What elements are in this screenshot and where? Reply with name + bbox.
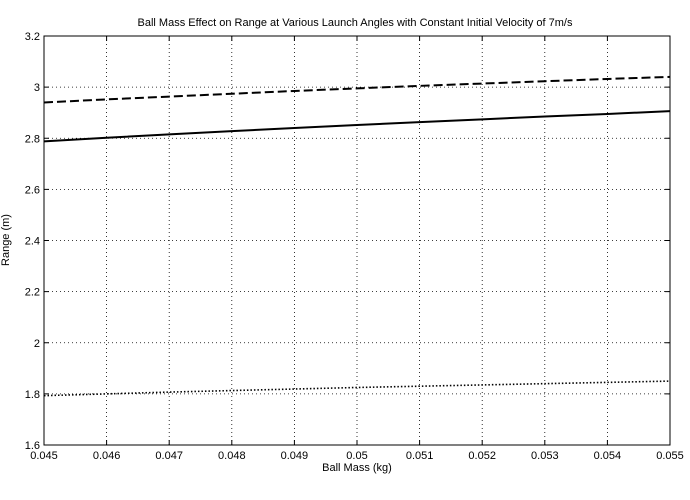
x-tick-label: 0.049 (281, 450, 309, 462)
series-line-dotted (43, 380, 671, 397)
series-line-dashed (43, 75, 671, 104)
x-tick-label: 0.051 (406, 450, 434, 462)
y-tick-label: 1.8 (25, 389, 40, 401)
x-tick-label: 0.053 (531, 450, 559, 462)
x-tick-label: 0.054 (594, 450, 622, 462)
y-tick-label: 3.2 (25, 31, 40, 43)
y-tick-label: 3 (34, 82, 40, 94)
y-tick-label: 2.8 (25, 133, 40, 145)
x-tick-label: 0.048 (218, 450, 246, 462)
x-tick-label: 0.045 (30, 450, 58, 462)
y-tick-label: 2.6 (25, 184, 40, 196)
x-tick-label: 0.055 (656, 450, 684, 462)
x-tick-label: 0.047 (155, 450, 183, 462)
y-axis: 1.6 1.8 2 2.2 2.4 2.6 2.8 3 3.2 (25, 31, 670, 452)
y-axis-title: Range (m) (0, 214, 12, 266)
chart-title: Ball Mass Effect on Range at Various Lau… (138, 17, 573, 29)
y-tick-label: 2.2 (25, 287, 40, 299)
grid (44, 36, 670, 445)
series-group (43, 75, 671, 397)
x-tick-label: 0.05 (346, 450, 367, 462)
x-axis: 0.045 0.046 0.047 0.048 0.049 0.05 0.051 0.052 0… (30, 36, 684, 462)
y-tick-label: 2.4 (25, 236, 40, 248)
x-tick-label: 0.052 (468, 450, 496, 462)
y-tick-label: 2 (34, 338, 40, 350)
series-line-solid (43, 110, 671, 143)
x-tick-label: 0.046 (93, 450, 121, 462)
y-tick-label: 1.6 (25, 440, 40, 452)
x-axis-title: Ball Mass (kg) (322, 462, 392, 474)
